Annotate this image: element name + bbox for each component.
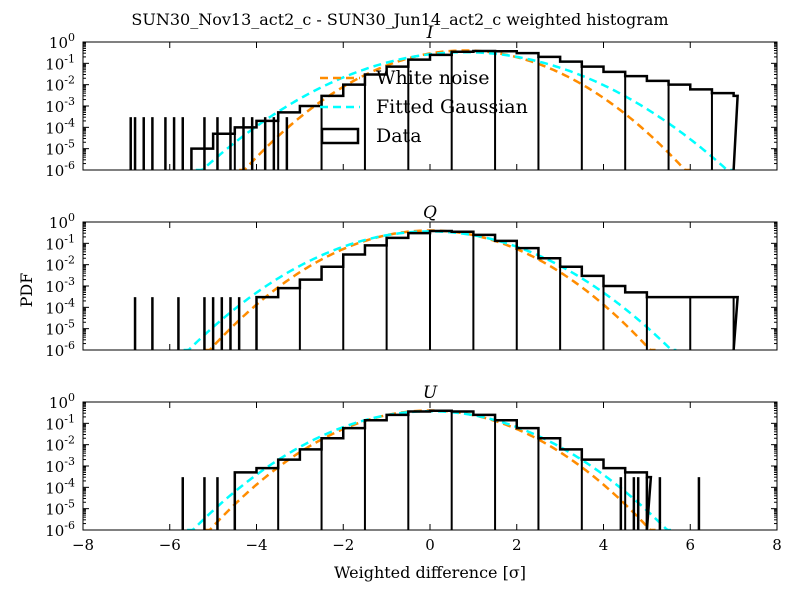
y-tick-label: 10-5 bbox=[45, 138, 75, 159]
panels: 10010-110-210-310-410-510-6I10010-110-21… bbox=[45, 23, 782, 554]
axes-frame bbox=[82, 401, 778, 531]
x-axis-label: Weighted difference [σ] bbox=[334, 563, 526, 582]
y-axis-label: PDF bbox=[17, 273, 36, 308]
y-tick-label: 10-1 bbox=[45, 232, 75, 253]
data-steps bbox=[255, 229, 739, 350]
series-fitted-gaussian bbox=[187, 409, 673, 530]
y-tick-label: 100 bbox=[49, 31, 75, 52]
plot-area bbox=[133, 229, 739, 350]
x-axis: −8 −6 −4 −2 0 2 4 6 8 bbox=[72, 402, 782, 554]
x-tick-label: −8 bbox=[72, 536, 94, 554]
data-histogram bbox=[233, 409, 653, 530]
y-tick-label: 10-2 bbox=[45, 74, 75, 95]
x-tick-label: 0 bbox=[425, 536, 435, 554]
data-sparse-tail bbox=[129, 117, 289, 170]
x-axis bbox=[82, 42, 778, 170]
y-tick-label: 100 bbox=[49, 211, 75, 232]
data-steps bbox=[190, 49, 739, 170]
y-tick-label: 100 bbox=[49, 391, 75, 412]
y-tick-label: 10-1 bbox=[45, 412, 75, 433]
x-tick-label: −6 bbox=[159, 536, 181, 554]
legend-label: White noise bbox=[376, 67, 490, 89]
series-white-noise bbox=[204, 409, 656, 530]
y-tick-label: 10-4 bbox=[45, 296, 75, 317]
legend-label: Fitted Gaussian bbox=[376, 96, 528, 118]
legend-label: Data bbox=[376, 125, 422, 147]
legend: White noise Fitted Gaussian Data bbox=[320, 67, 528, 147]
panel-title: I bbox=[426, 23, 434, 43]
data-sparse-tail bbox=[181, 477, 701, 530]
y-tick-label: 10-4 bbox=[45, 476, 75, 497]
legend-swatch-data bbox=[320, 127, 360, 145]
y-tick-label: 10-3 bbox=[45, 455, 75, 476]
panel-title: U bbox=[423, 383, 438, 403]
x-tick-label: −2 bbox=[332, 536, 354, 554]
y-tick-label: 10-2 bbox=[45, 434, 75, 455]
x-tick-label: 2 bbox=[512, 536, 522, 554]
y-tick-label: 10-6 bbox=[45, 519, 75, 540]
y-tick-label: 10-1 bbox=[45, 52, 75, 73]
y-tick-label: 10-5 bbox=[45, 498, 75, 519]
figure-title: SUN30_Nov13_act2_c - SUN30_Jun14_act2_c … bbox=[131, 10, 668, 29]
panel-title: Q bbox=[423, 203, 437, 223]
panel-u: −8 −6 −4 −2 0 2 4 6 810010-110-210-310-410-510-6… bbox=[45, 383, 782, 554]
y-tick-label: 10-6 bbox=[45, 339, 75, 360]
x-tick-label: 4 bbox=[599, 536, 609, 554]
data-sparse-tail bbox=[133, 297, 241, 350]
data-histogram bbox=[255, 229, 739, 350]
x-tick-label: −4 bbox=[245, 536, 267, 554]
y-tick-label: 10-4 bbox=[45, 116, 75, 137]
y-tick-label: 10-6 bbox=[45, 159, 75, 180]
y-tick-label: 10-3 bbox=[45, 95, 75, 116]
x-tick-label: 6 bbox=[685, 536, 695, 554]
y-tick-label: 10-3 bbox=[45, 275, 75, 296]
y-tick-label: 10-5 bbox=[45, 318, 75, 339]
data-steps bbox=[233, 409, 653, 530]
plot-area bbox=[129, 49, 739, 170]
y-tick-label: 10-2 bbox=[45, 254, 75, 275]
x-tick-label: 8 bbox=[772, 536, 782, 554]
plot-area bbox=[181, 409, 701, 530]
